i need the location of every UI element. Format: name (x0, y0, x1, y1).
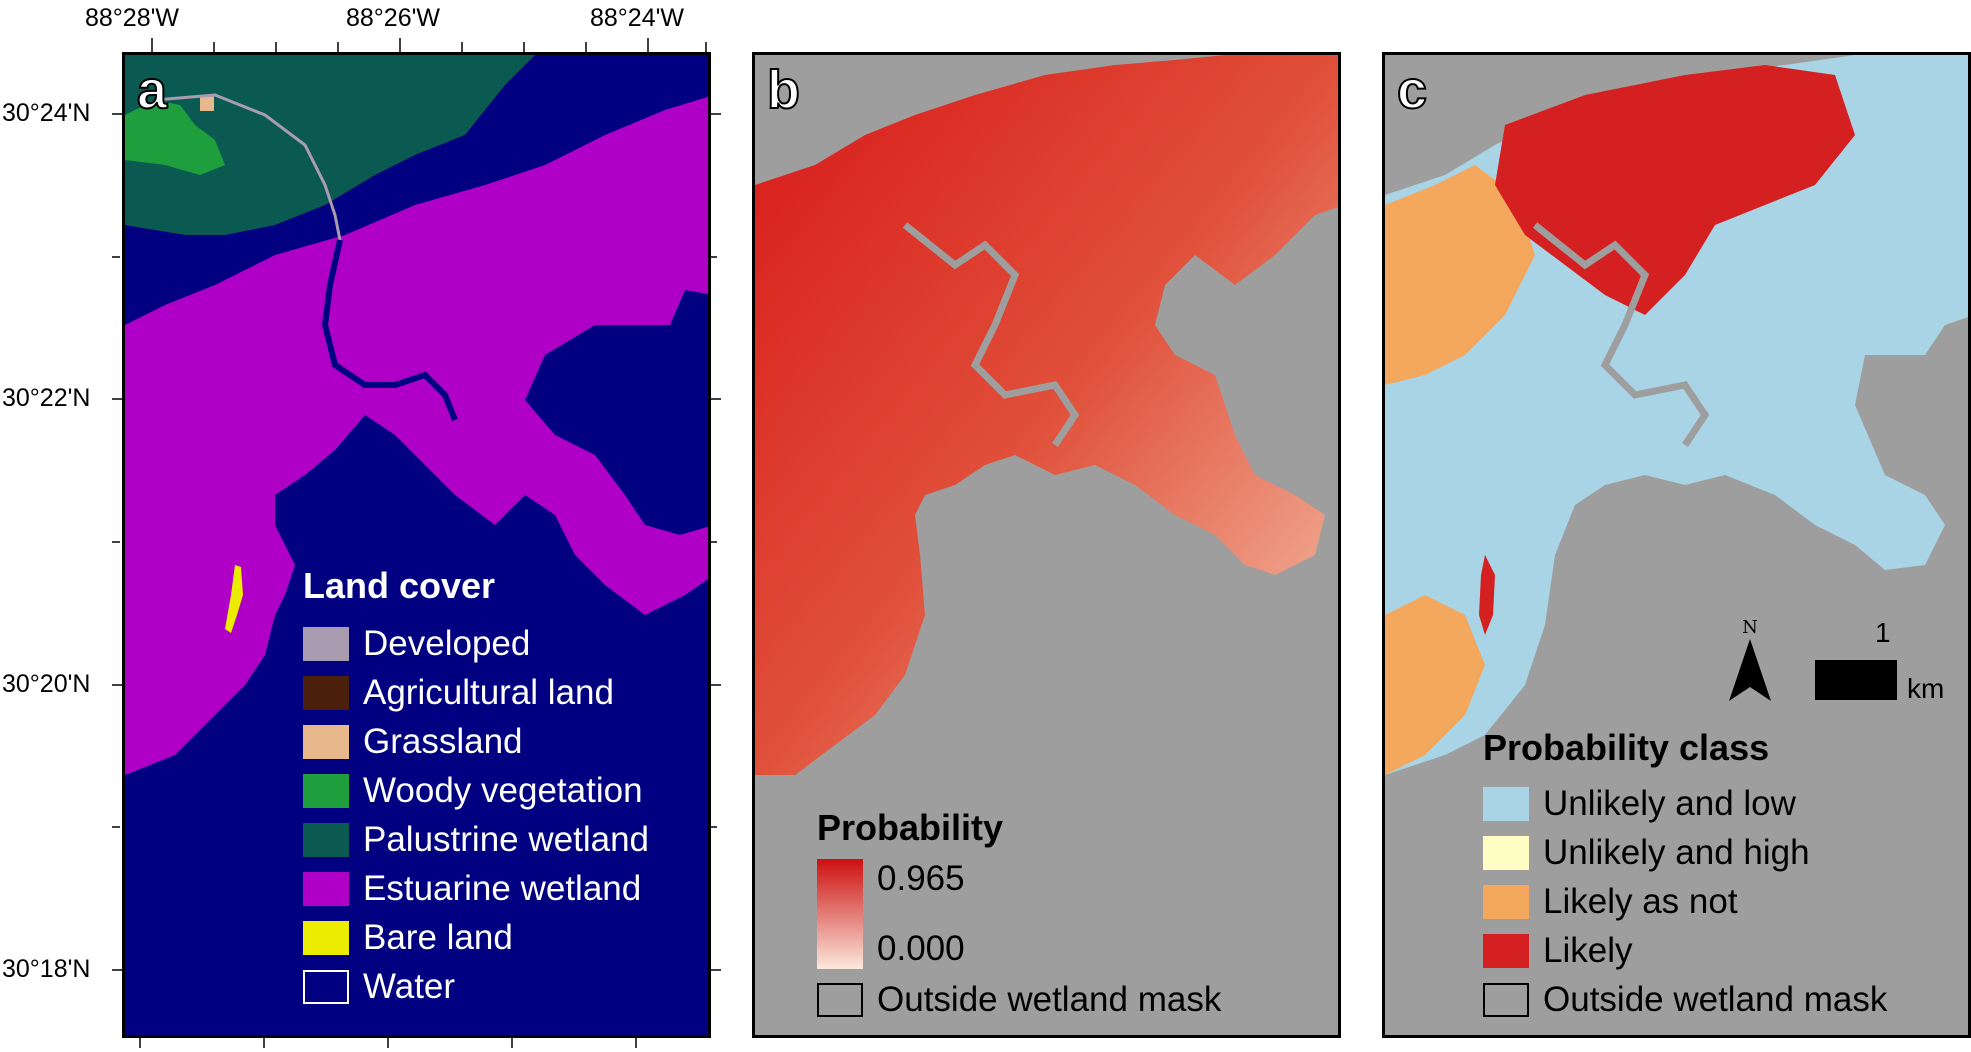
probability-ramp-row: 0.965 0.000 (817, 859, 1221, 969)
legend-label-water: Water (363, 966, 456, 1006)
legend-label-developed: Developed (363, 623, 531, 663)
probability-legend-title: Probability (817, 807, 1004, 848)
developed-road (154, 93, 342, 241)
probability-min-label: 0.000 (877, 929, 965, 968)
river-channel (902, 222, 1080, 447)
legend-swatch-developed (303, 626, 349, 661)
north-arrow: N (1725, 617, 1775, 702)
panel-c-probability-class-map: c N 1 km Probability class Unlikely and … (1382, 52, 1971, 1038)
probability-color-ramp (817, 859, 863, 969)
likely-as-not-south-region (1385, 595, 1485, 775)
legend-item-water: Water (303, 962, 649, 1011)
legend-label-estuarine-wetland: Estuarine wetland (363, 868, 642, 908)
legend-swatch-grassland (303, 724, 349, 759)
water-channel (321, 239, 458, 422)
likely-south-strip (1479, 555, 1495, 635)
land-cover-legend: Land cover Developed Agricultural land G… (303, 565, 649, 1011)
likely-as-not-region (1385, 165, 1535, 385)
legend-item-grassland: Grassland (303, 717, 649, 766)
legend-swatch-agricultural-land (303, 675, 349, 710)
north-arrow-icon (1729, 639, 1771, 701)
latitude-label-4: 30°18'N (2, 955, 91, 983)
legend-item-likely-as-not: Likely as not (1483, 877, 1887, 926)
probability-class-legend: Probability class Unlikely and low Unlik… (1483, 727, 1887, 1024)
longitude-label-3: 88°24'W (590, 4, 684, 32)
legend-label-outside-mask-c: Outside wetland mask (1543, 979, 1888, 1019)
legend-label-unlikely-low: Unlikely and low (1543, 783, 1796, 823)
panel-a-label: a (136, 60, 168, 120)
legend-item-palustrine-wetland: Palustrine wetland (303, 815, 649, 864)
scale-bar-rect (1815, 660, 1897, 700)
longitude-ticks-top (151, 38, 707, 52)
legend-swatch-woody-vegetation (303, 773, 349, 808)
legend-swatch-likely-as-not (1483, 884, 1529, 919)
river-channel-c (1532, 222, 1710, 447)
legend-label-grassland: Grassland (363, 721, 523, 761)
legend-label-likely-as-not: Likely as not (1543, 881, 1738, 921)
woody-vegetation-region (125, 100, 225, 175)
land-cover-map-graphic (125, 55, 708, 775)
scale-bar: 1 km (1815, 615, 1965, 705)
panel-b-probability-map: b Probability 0.965 0.000 Outside wetlan… (752, 52, 1341, 1038)
longitude-ticks-bottom (139, 1037, 637, 1048)
panel-a-land-cover-map: a Land cover Developed Agricultural land… (122, 52, 711, 1038)
legend-label-agricultural-land: Agricultural land (363, 672, 614, 712)
latitude-label-3: 30°20'N (2, 670, 91, 698)
legend-item-bare-land: Bare land (303, 913, 649, 962)
legend-label-palustrine-wetland: Palustrine wetland (363, 819, 649, 859)
legend-swatch-unlikely-high (1483, 835, 1529, 870)
legend-label-woody-vegetation: Woody vegetation (363, 770, 643, 810)
likely-region (1495, 65, 1855, 315)
legend-item-outside-mask-c: Outside wetland mask (1483, 975, 1887, 1024)
longitude-label-2: 88°26'W (346, 4, 440, 32)
legend-item-unlikely-low: Unlikely and low (1483, 779, 1887, 828)
legend-item-likely: Likely (1483, 926, 1887, 975)
legend-swatch-outside-mask-b (817, 982, 863, 1017)
probability-class-map-graphic (1385, 55, 1968, 775)
wetland-probability-region (755, 55, 1338, 775)
probability-max-label: 0.965 (877, 859, 965, 898)
legend-item-agricultural-land: Agricultural land (303, 668, 649, 717)
panel-c-label: c (1396, 60, 1428, 120)
legend-item-unlikely-high: Unlikely and high (1483, 828, 1887, 877)
latitude-label-2: 30°22'N (2, 384, 91, 412)
north-arrow-label: N (1742, 617, 1758, 638)
land-cover-legend-title: Land cover (303, 565, 496, 606)
legend-item-outside-mask-b: Outside wetland mask (817, 975, 1221, 1024)
probability-ramp-labels: 0.965 0.000 (877, 859, 965, 969)
legend-swatch-water (303, 969, 349, 1004)
legend-label-likely: Likely (1543, 930, 1633, 970)
scale-bar-value: 1 (1875, 617, 1891, 648)
legend-swatch-outside-mask-c (1483, 982, 1529, 1017)
legend-swatch-estuarine-wetland (303, 871, 349, 906)
legend-label-bare-land: Bare land (363, 917, 513, 957)
estuarine-wetland-region (125, 96, 708, 775)
legend-swatch-bare-land (303, 920, 349, 955)
bare-land-patch (225, 565, 243, 633)
legend-swatch-palustrine-wetland (303, 822, 349, 857)
legend-item-developed: Developed (303, 619, 649, 668)
scale-bar-unit: km (1907, 673, 1945, 704)
probability-class-legend-title: Probability class (1483, 727, 1770, 768)
legend-swatch-unlikely-low (1483, 786, 1529, 821)
legend-item-estuarine-wetland: Estuarine wetland (303, 864, 649, 913)
longitude-label-1: 88°28'W (85, 4, 179, 32)
probability-map-graphic (755, 55, 1338, 775)
legend-label-outside-mask-b: Outside wetland mask (877, 979, 1222, 1019)
probability-legend: Probability 0.965 0.000 Outside wetland … (817, 807, 1221, 1024)
legend-label-unlikely-high: Unlikely and high (1543, 832, 1810, 872)
grassland-patch (200, 95, 214, 111)
legend-item-woody-vegetation: Woody vegetation (303, 766, 649, 815)
latitude-label-1: 30°24'N (2, 99, 91, 127)
legend-swatch-likely (1483, 933, 1529, 968)
panel-b-label: b (766, 60, 801, 120)
